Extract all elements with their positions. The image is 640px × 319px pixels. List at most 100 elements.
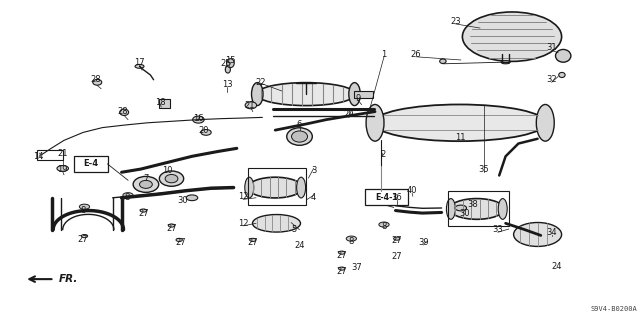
Text: 5: 5 (292, 225, 297, 234)
Text: 35: 35 (479, 165, 489, 174)
Text: 18: 18 (155, 98, 165, 107)
Bar (354, 91, 373, 98)
Text: 31: 31 (547, 43, 557, 52)
Ellipse shape (133, 176, 159, 192)
Text: 28: 28 (91, 75, 101, 84)
Text: 7: 7 (143, 174, 148, 183)
Text: 10: 10 (163, 166, 173, 175)
Text: 20: 20 (198, 126, 209, 135)
Text: 3: 3 (311, 166, 316, 175)
Text: 19: 19 (58, 165, 68, 174)
Ellipse shape (373, 105, 546, 141)
Ellipse shape (186, 195, 198, 201)
Text: 9: 9 (356, 94, 361, 103)
Text: 30: 30 (460, 209, 470, 218)
Ellipse shape (227, 59, 234, 68)
Text: 8: 8 (381, 222, 387, 231)
Bar (365, 189, 408, 205)
Text: 8: 8 (81, 206, 86, 215)
Bar (248, 168, 306, 205)
Text: 39: 39 (419, 238, 429, 247)
Ellipse shape (462, 12, 562, 62)
Text: 22: 22 (255, 78, 266, 87)
Ellipse shape (297, 177, 306, 198)
Text: 40: 40 (407, 186, 417, 195)
Ellipse shape (287, 128, 312, 145)
Text: 27: 27 (166, 224, 177, 233)
Text: 27: 27 (175, 238, 186, 247)
Ellipse shape (176, 238, 182, 241)
Text: 12: 12 (238, 219, 248, 228)
Text: 26: 26 (411, 50, 421, 59)
Text: 6: 6 (297, 120, 302, 129)
Text: 37: 37 (352, 263, 362, 272)
Ellipse shape (498, 198, 507, 219)
Text: 30: 30 (177, 196, 188, 205)
Text: 2: 2 (380, 150, 385, 159)
Ellipse shape (140, 180, 152, 188)
Ellipse shape (514, 223, 562, 247)
Ellipse shape (245, 102, 257, 109)
Ellipse shape (366, 105, 384, 141)
Text: 11: 11 (456, 133, 466, 142)
Ellipse shape (292, 131, 308, 142)
Text: 21: 21 (244, 101, 255, 110)
Ellipse shape (440, 59, 446, 63)
Text: 38: 38 (467, 200, 477, 209)
Ellipse shape (248, 177, 302, 198)
Ellipse shape (120, 109, 129, 115)
Text: 27: 27 (337, 267, 347, 276)
Text: 23: 23 (451, 17, 461, 26)
Text: 28: 28 (118, 107, 128, 116)
Text: E-4: E-4 (83, 160, 99, 168)
Ellipse shape (447, 198, 456, 219)
Ellipse shape (556, 49, 571, 62)
Ellipse shape (339, 267, 345, 270)
Bar (448, 191, 509, 226)
Ellipse shape (79, 204, 90, 209)
Ellipse shape (339, 251, 345, 254)
Ellipse shape (394, 237, 400, 240)
Ellipse shape (252, 83, 263, 106)
Text: 27: 27 (337, 251, 347, 260)
Ellipse shape (93, 79, 102, 85)
Ellipse shape (536, 105, 554, 141)
Text: 4: 4 (311, 193, 316, 202)
Text: 14: 14 (33, 152, 44, 161)
Text: 8: 8 (348, 237, 353, 246)
Text: 32: 32 (547, 75, 557, 84)
Ellipse shape (168, 224, 175, 227)
Text: 27: 27 (138, 209, 148, 218)
Ellipse shape (501, 61, 510, 64)
Text: 27: 27 (392, 236, 402, 245)
Bar (37, 150, 63, 160)
Ellipse shape (455, 205, 467, 211)
Text: 24: 24 (552, 262, 562, 271)
Ellipse shape (250, 238, 256, 241)
Text: 12: 12 (238, 192, 248, 201)
Text: 15: 15 (225, 56, 236, 65)
Ellipse shape (559, 72, 565, 78)
Ellipse shape (123, 193, 133, 198)
Ellipse shape (253, 214, 301, 232)
Text: S9V4-B0200A: S9V4-B0200A (590, 306, 637, 312)
Text: 34: 34 (547, 228, 557, 237)
Text: 16: 16 (193, 114, 204, 122)
Ellipse shape (159, 171, 184, 186)
Ellipse shape (245, 177, 253, 198)
Ellipse shape (165, 174, 178, 183)
Text: 8: 8 (124, 193, 129, 202)
Text: 27: 27 (78, 235, 88, 244)
Ellipse shape (225, 66, 230, 73)
Text: 1: 1 (381, 50, 387, 59)
Ellipse shape (256, 83, 356, 106)
Ellipse shape (57, 166, 68, 171)
Text: 29: 29 (344, 110, 354, 119)
Ellipse shape (140, 209, 147, 212)
Ellipse shape (201, 130, 211, 135)
Text: E-4-1: E-4-1 (375, 193, 398, 202)
Ellipse shape (449, 198, 504, 219)
Bar (159, 99, 170, 108)
Text: 24: 24 (294, 241, 305, 250)
Text: FR.: FR. (59, 274, 78, 284)
